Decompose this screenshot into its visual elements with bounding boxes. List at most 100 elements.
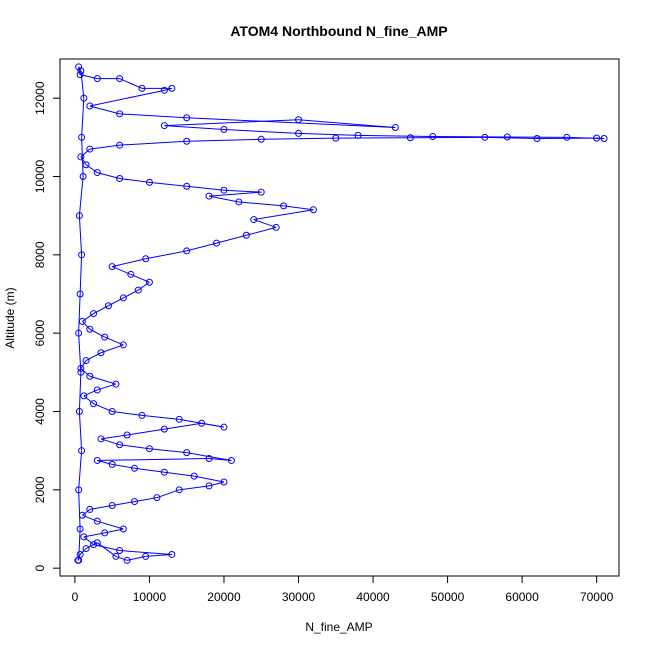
data-point <box>86 505 94 513</box>
series-0-segment <box>115 555 128 561</box>
data-point <box>332 134 340 142</box>
series-0-segment <box>223 189 262 193</box>
data-point <box>183 247 191 255</box>
series-0-segment <box>566 136 605 140</box>
data-point <box>160 425 168 433</box>
data-point <box>205 482 213 490</box>
data-point <box>127 270 135 278</box>
series-0-segment <box>127 428 165 436</box>
series-0-segment <box>78 293 81 334</box>
data-point <box>93 539 101 547</box>
x-tick-label: 10000 <box>133 590 167 604</box>
series-0-segment <box>78 176 84 216</box>
y-axis: 0 2000 4000 6000 8000 10000 12000 <box>33 81 61 572</box>
data-point <box>250 216 258 224</box>
series-0-segment <box>119 177 150 183</box>
data-point <box>205 455 213 462</box>
data-point <box>86 372 94 380</box>
data-point <box>116 141 124 149</box>
data-point <box>242 231 250 239</box>
data-point <box>220 478 228 486</box>
series-0-segment <box>85 164 98 173</box>
data-point <box>77 368 85 376</box>
series-0-segment <box>137 281 150 291</box>
data-point <box>481 133 489 141</box>
data-point <box>160 468 168 476</box>
data-point <box>116 75 124 83</box>
series-0-segment <box>119 78 143 89</box>
data-point <box>112 552 120 560</box>
series-0-segment <box>83 536 94 546</box>
series-0-segment <box>97 520 124 530</box>
x-axis-label: N_fine_AMP <box>305 620 372 634</box>
series-0-segment <box>145 250 187 260</box>
data-point <box>600 135 608 143</box>
series-0-segment <box>112 411 143 416</box>
data-point <box>108 502 116 509</box>
series-0-segment <box>85 542 98 550</box>
series-0-segment <box>82 313 94 322</box>
series-0-segment <box>186 242 217 252</box>
data-point <box>108 408 116 415</box>
data-point <box>101 529 109 537</box>
series-0-segment <box>78 450 83 490</box>
series-0-segment <box>186 452 232 461</box>
series-0-segment <box>78 372 82 412</box>
series-0-segment <box>179 418 225 428</box>
series-0-segment <box>149 448 187 454</box>
data-point <box>75 408 83 415</box>
data-point <box>90 310 98 318</box>
series-0-segment <box>112 501 135 506</box>
series-0-segment <box>89 375 117 385</box>
data-point <box>82 357 90 365</box>
series-0-segment <box>298 132 359 136</box>
series-0-segment <box>145 553 172 557</box>
data-point <box>131 498 139 506</box>
data-point <box>134 286 142 294</box>
series-0-segment <box>164 119 299 127</box>
data-point <box>116 110 124 118</box>
series-0-segment <box>81 137 84 177</box>
data-point <box>406 134 414 142</box>
data-point <box>77 67 85 75</box>
data-point <box>145 278 153 286</box>
data-point <box>533 135 541 143</box>
x-tick-label: 30000 <box>282 590 316 604</box>
series-0-segment <box>78 66 82 71</box>
series-0-segment <box>89 89 165 107</box>
y-tick-label: 12000 <box>33 81 47 115</box>
data-point <box>104 302 112 310</box>
plot-area <box>74 63 608 564</box>
data-point <box>190 472 198 480</box>
y-tick-label: 4000 <box>33 398 47 425</box>
data-point <box>123 431 131 439</box>
data-point <box>77 364 85 372</box>
data-point <box>168 550 176 558</box>
series-0-segment <box>261 137 336 140</box>
data-point <box>90 400 98 408</box>
data-point <box>503 133 511 141</box>
x-tick-label: 20000 <box>207 590 241 604</box>
series-0-segment <box>100 344 124 354</box>
series-0-segment <box>246 226 277 236</box>
series-0-segment <box>89 505 113 510</box>
data-point <box>93 75 101 83</box>
data-point <box>93 169 101 177</box>
series-0-segment <box>156 489 180 499</box>
series-0-segment <box>79 548 87 555</box>
data-point <box>563 133 571 141</box>
y-tick-label: 6000 <box>33 319 47 346</box>
chart-title: ATOM4 Northbound N_fine_AMP <box>230 23 447 39</box>
series-0-segment <box>149 181 187 187</box>
data-point <box>78 317 86 325</box>
series-0-segment <box>96 542 117 557</box>
series-0-segment <box>186 138 262 142</box>
data-point <box>295 129 303 137</box>
data-point <box>75 556 83 564</box>
series-0-segment <box>112 258 146 268</box>
data-point <box>235 198 243 206</box>
data-point <box>80 94 88 102</box>
data-point <box>391 124 399 132</box>
y-tick-label: 8000 <box>33 241 47 268</box>
